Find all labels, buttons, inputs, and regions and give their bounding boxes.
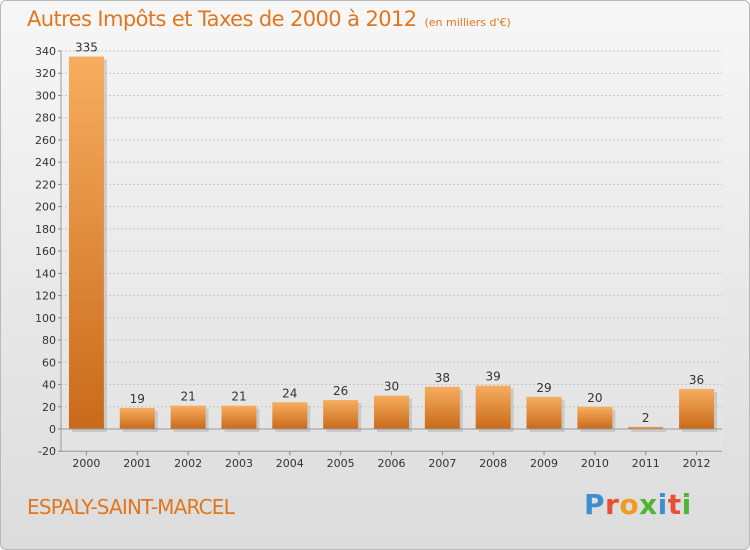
chart-unit-note: (en milliers d'€): [424, 16, 511, 29]
x-tick-label: 2002: [174, 457, 202, 470]
data-label: 30: [384, 380, 399, 394]
data-label: 21: [231, 390, 246, 404]
y-tick-label: 240: [35, 156, 56, 169]
logo-letter: P: [584, 488, 606, 521]
bar: [272, 402, 308, 429]
x-tick-label: 2008: [479, 457, 507, 470]
bar: [119, 407, 155, 429]
y-tick-label: 200: [35, 201, 56, 214]
bar: [221, 405, 257, 429]
x-tick-label: 2011: [632, 457, 660, 470]
y-tick-label: 80: [42, 334, 56, 347]
x-tick-label: 2001: [123, 457, 151, 470]
y-tick-label: 100: [35, 312, 56, 325]
y-tick-label: 180: [35, 223, 56, 236]
bar: [526, 396, 562, 429]
bar: [424, 386, 460, 429]
plot-area: [61, 51, 722, 452]
bar: [475, 385, 511, 429]
data-label: 39: [486, 370, 501, 384]
y-tick-label: 300: [35, 89, 56, 102]
data-label: 20: [587, 391, 602, 405]
y-tick-label: 260: [35, 134, 56, 147]
logo-letter: o: [619, 488, 640, 521]
x-tick-label: 2007: [428, 457, 456, 470]
x-tick-label: 2003: [225, 457, 253, 470]
data-label: 21: [180, 390, 195, 404]
bar: [679, 388, 715, 429]
y-axis: -20 0 20 40 60 80 100 120 140 160 180 200 220 240 260 2…: [35, 45, 62, 458]
y-tick-label: 0: [49, 423, 56, 436]
plot-background: [61, 51, 722, 452]
data-label: 36: [689, 373, 704, 387]
y-tick-label: 220: [35, 178, 56, 191]
bar: [68, 56, 104, 429]
bar: [323, 400, 359, 429]
bar-shadow: [631, 429, 667, 432]
data-label: 2: [642, 411, 650, 425]
y-tick-label: 120: [35, 290, 56, 303]
x-tick-label: 2004: [276, 457, 304, 470]
bar: [374, 395, 409, 429]
x-tick-label: 2012: [683, 457, 711, 470]
city-name: ESPALY-SAINT-MARCEL: [27, 495, 235, 519]
data-label: 26: [333, 384, 348, 398]
x-axis: 2000 2001 2002 2003 2004 2005 2006 2007 2008 2009…: [61, 428, 722, 470]
data-label: 19: [130, 392, 145, 406]
logo-letter: i: [657, 488, 668, 521]
chart-title-text: Autres Impôts et Taxes de 2000 à 2012: [27, 7, 417, 31]
x-tick-label: 2009: [530, 457, 558, 470]
bars: [68, 56, 718, 432]
bar: [577, 406, 613, 429]
y-tick-label: 320: [35, 67, 56, 80]
data-label: 335: [75, 41, 98, 55]
bar: [170, 405, 206, 429]
x-tick-label: 2006: [378, 457, 406, 470]
x-tick-label: 2000: [72, 457, 100, 470]
y-tick-label: 20: [42, 401, 56, 414]
data-labels: 335 19 21 21 24 26 30 38 39 29 20 2 36: [75, 41, 704, 425]
logo-letter: t: [667, 488, 682, 521]
x-tick-label: 2010: [581, 457, 609, 470]
bar: [628, 426, 664, 429]
proxiti-logo: Proxiti: [584, 488, 692, 521]
data-label: 29: [536, 381, 551, 395]
data-label: 24: [282, 386, 297, 400]
y-tick-label: 60: [42, 356, 56, 369]
data-label: 38: [435, 371, 450, 385]
y-tick-label: 160: [35, 245, 56, 258]
logo-letter: r: [605, 488, 620, 521]
y-tick-label: 340: [35, 45, 56, 58]
y-tick-label: -20: [38, 445, 56, 458]
logo-letter: x: [639, 488, 658, 521]
y-tick-label: 280: [35, 112, 56, 125]
x-tick-label: 2005: [327, 457, 355, 470]
logo-letter: i: [681, 488, 692, 521]
y-tick-label: 140: [35, 267, 56, 280]
chart-title: Autres Impôts et Taxes de 2000 à 2012 (en…: [27, 7, 511, 31]
y-tick-label: 40: [42, 379, 56, 392]
